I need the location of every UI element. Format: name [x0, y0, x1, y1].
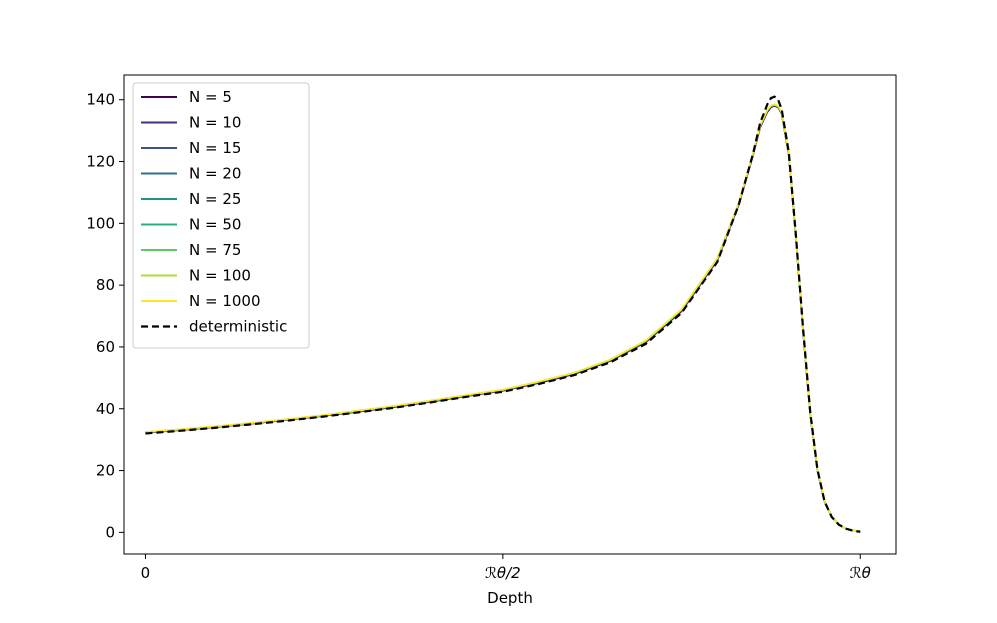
y-tick-label-5: 80	[96, 276, 115, 294]
x-tick-label-2: ℛθ/2	[485, 564, 521, 582]
legend-label-5: N = 25	[189, 190, 241, 208]
x-axis-label: Depth	[487, 589, 533, 607]
y-tick-label-6: 100	[86, 214, 115, 232]
legend-label-3: N = 15	[189, 139, 241, 157]
legend-label-8: N = 100	[189, 267, 251, 285]
plot-frame	[123, 74, 897, 555]
x-tick-label-1: 0	[141, 564, 151, 582]
y-tick-label-7: 120	[86, 153, 115, 171]
legend-label-10: deterministic	[189, 318, 287, 336]
y-tick-label-1: 0	[105, 523, 115, 541]
y-axis: 0 20 40 60 80 100 120 140	[86, 91, 124, 541]
series-line-10	[145, 95, 861, 533]
legend-box	[132, 82, 310, 349]
y-tick-label-4: 60	[96, 338, 115, 356]
legend-label-4: N = 20	[189, 165, 241, 183]
legend-label-2: N = 10	[189, 114, 241, 132]
y-tick-label-8: 140	[86, 91, 115, 109]
y-tick-label-3: 40	[96, 400, 115, 418]
legend: N = 5 N = 10 N = 15 N = 20 N = 25 N = 50 N = 7…	[132, 82, 310, 349]
x-axis: 0 ℛθ/2 ℛθ	[141, 554, 871, 582]
y-tick-label-2: 20	[96, 462, 115, 480]
plot-lines	[145, 95, 861, 533]
x-tick-label-3: ℛθ	[850, 564, 871, 582]
legend-label-9: N = 1000	[189, 292, 261, 310]
legend-label-7: N = 75	[189, 241, 241, 259]
legend-label-6: N = 50	[189, 216, 241, 234]
legend-label-1: N = 5	[189, 88, 232, 106]
